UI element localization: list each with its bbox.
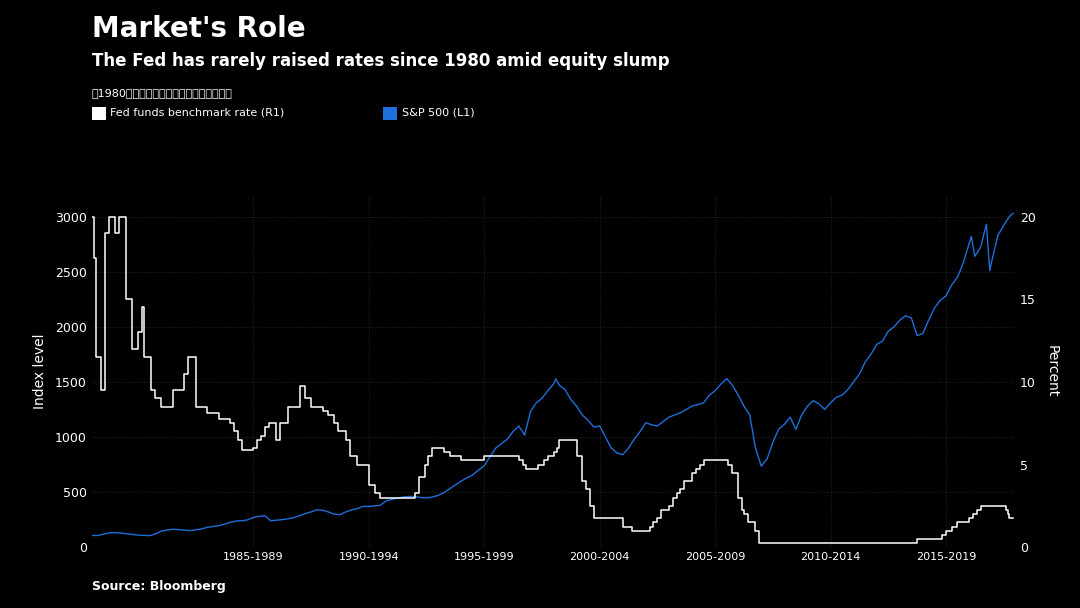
Y-axis label: Percent: Percent — [1044, 345, 1058, 397]
Text: The Fed has rarely raised rates since 1980 amid equity slump: The Fed has rarely raised rates since 19… — [92, 52, 670, 70]
Text: Source: Bloomberg: Source: Bloomberg — [92, 580, 226, 593]
Text: Fed funds benchmark rate (R1): Fed funds benchmark rate (R1) — [110, 108, 284, 117]
Text: S&P 500 (L1): S&P 500 (L1) — [402, 108, 474, 117]
Text: Market's Role: Market's Role — [92, 15, 306, 43]
Y-axis label: Index level: Index level — [32, 333, 46, 409]
Text: 自1980年来美联储极少在股市下跌時期加息: 自1980年来美联储极少在股市下跌時期加息 — [92, 88, 232, 98]
